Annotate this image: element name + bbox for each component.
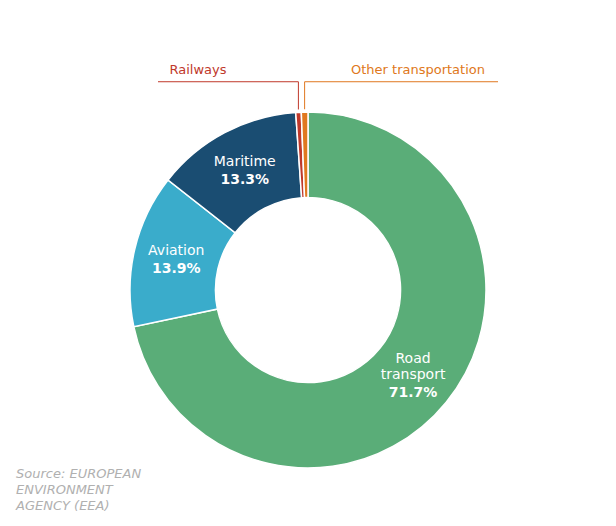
value-label: 71.7%: [389, 384, 438, 400]
slice-label: Aviation: [148, 242, 204, 258]
value-label: 13.3%: [220, 171, 269, 187]
slice-label: Other transportation: [351, 62, 485, 77]
labels: Roadtransport 71.7% Aviation 13.9% Maritime 1…: [148, 62, 498, 401]
chart: Roadtransport 71.7% Aviation 13.9% Maritime 1…: [0, 0, 616, 526]
slice: [301, 112, 308, 198]
leader-line: [298, 82, 299, 110]
slice: [168, 112, 302, 232]
leader-line: [304, 82, 305, 110]
source-note: Source: EUROPEANENVIRONMENTAGENCY (EEA): [15, 466, 141, 513]
leader-line: [158, 81, 298, 82]
slice-label: Roadtransport: [381, 350, 446, 382]
leader-line: [305, 81, 498, 82]
slice-label: Maritime: [214, 153, 276, 169]
slices: [130, 112, 486, 468]
slice-label: Railways: [169, 62, 226, 77]
value-label: 13.9%: [152, 260, 201, 276]
